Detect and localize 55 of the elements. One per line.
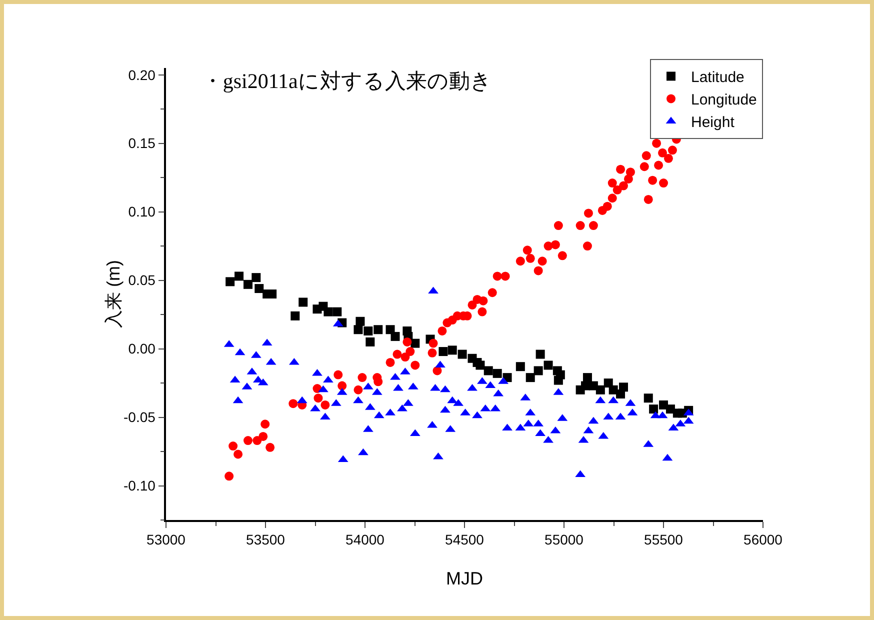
chart-title: ・gsi2011aに対する入来の動き xyxy=(202,68,492,93)
point xyxy=(364,326,373,336)
point xyxy=(332,307,342,316)
legend-label: Height xyxy=(691,114,736,132)
y-axis-title: 入来 (m) xyxy=(104,260,124,328)
point xyxy=(438,347,448,356)
point xyxy=(254,284,264,294)
point xyxy=(484,366,493,376)
point xyxy=(476,360,485,370)
point xyxy=(604,378,613,388)
point xyxy=(556,370,565,380)
y-tick-label: 0.00 xyxy=(128,340,156,357)
point xyxy=(390,332,400,341)
x-tick-label: 54500 xyxy=(445,532,484,548)
y-tick-label: 0.15 xyxy=(128,135,156,152)
point xyxy=(492,368,502,378)
point xyxy=(354,325,363,334)
x-tick-label: 55500 xyxy=(644,532,684,548)
y-tick-label: -0.05 xyxy=(124,409,156,426)
point xyxy=(386,325,395,334)
point xyxy=(356,316,365,326)
legend-label: Latitude xyxy=(691,69,744,86)
point xyxy=(526,373,535,382)
point xyxy=(290,311,300,320)
point xyxy=(596,385,605,394)
point xyxy=(448,346,457,355)
point xyxy=(582,373,592,382)
legend-label: Longitude xyxy=(691,92,757,109)
point xyxy=(544,360,553,370)
point xyxy=(516,362,525,372)
point xyxy=(226,277,235,286)
point xyxy=(649,404,658,414)
point xyxy=(234,272,244,281)
y-tick-label: 0.20 xyxy=(128,66,156,83)
point xyxy=(536,350,545,359)
x-axis-title: MJD xyxy=(446,568,483,588)
y-tick-label: -0.10 xyxy=(124,478,156,494)
point xyxy=(534,366,543,376)
x-tick-label: 55000 xyxy=(544,532,584,548)
point xyxy=(619,382,628,392)
point xyxy=(252,273,261,282)
x-tick-label: 56000 xyxy=(744,532,783,548)
y-tick-label: 0.05 xyxy=(128,272,156,288)
x-tick-label: 54000 xyxy=(346,532,385,548)
point xyxy=(458,350,467,359)
point xyxy=(410,338,420,348)
point xyxy=(243,280,252,289)
x-tick-label: 53500 xyxy=(246,532,286,548)
point xyxy=(374,325,383,334)
x-tick-label: 53000 xyxy=(146,532,186,548)
y-tick-label: 0.10 xyxy=(128,204,156,220)
point xyxy=(366,337,375,346)
point xyxy=(644,394,653,403)
point xyxy=(298,298,308,307)
point xyxy=(324,307,333,316)
